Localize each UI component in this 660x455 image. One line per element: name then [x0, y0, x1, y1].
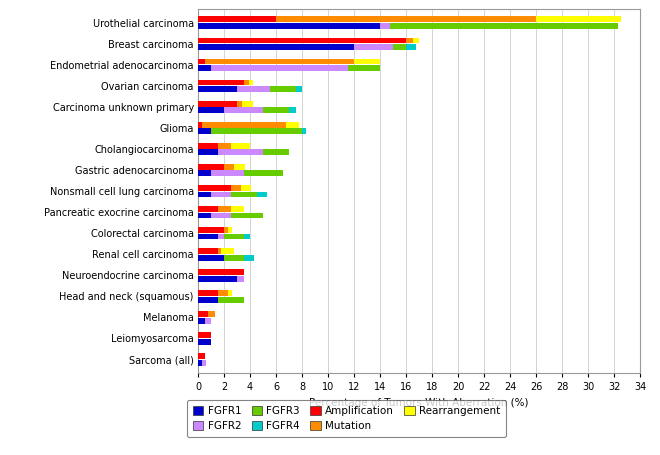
Bar — [202, 360, 206, 366]
Bar — [380, 23, 391, 29]
Bar — [391, 23, 618, 29]
Bar — [198, 297, 218, 303]
Bar — [198, 164, 224, 170]
Bar — [198, 233, 218, 239]
Bar — [211, 192, 230, 197]
Bar — [224, 107, 263, 113]
Bar — [198, 23, 380, 29]
Bar — [230, 212, 263, 218]
Bar — [354, 59, 380, 65]
Bar — [289, 107, 296, 113]
Bar — [205, 59, 354, 65]
Bar — [412, 37, 419, 43]
Bar — [198, 360, 202, 366]
Bar — [249, 80, 253, 86]
Bar — [198, 80, 244, 86]
Bar — [536, 16, 620, 22]
Bar — [218, 143, 230, 149]
Bar — [198, 44, 354, 50]
Bar — [198, 332, 211, 338]
Bar — [198, 37, 406, 43]
Bar — [242, 101, 253, 106]
Bar — [237, 86, 269, 92]
Bar — [234, 164, 245, 170]
Bar — [198, 255, 224, 261]
Bar — [224, 164, 234, 170]
Bar — [221, 248, 234, 254]
Bar — [209, 311, 215, 317]
Bar — [393, 44, 406, 50]
Bar — [224, 227, 228, 233]
Bar — [241, 185, 251, 191]
Bar — [228, 290, 232, 296]
Bar — [198, 16, 276, 22]
Bar — [198, 311, 209, 317]
Bar — [198, 107, 224, 113]
Bar — [230, 185, 241, 191]
Legend: FGFR1, FGFR2, FGFR3, FGFR4, Amplification, Mutation, Rearrangement: FGFR1, FGFR2, FGFR3, FGFR4, Amplificatio… — [187, 400, 506, 437]
Bar — [198, 353, 205, 359]
Bar — [296, 86, 302, 92]
Bar — [263, 149, 289, 155]
Bar — [198, 65, 211, 71]
Bar — [228, 227, 232, 233]
Bar — [198, 192, 211, 197]
Bar — [198, 121, 202, 127]
Bar — [211, 171, 244, 177]
Bar — [198, 248, 218, 254]
Bar — [202, 121, 286, 127]
Bar — [230, 143, 250, 149]
Bar — [218, 290, 228, 296]
Bar — [348, 65, 380, 71]
Bar — [198, 212, 211, 218]
Bar — [198, 339, 211, 345]
Bar — [198, 86, 237, 92]
Bar — [263, 107, 289, 113]
Bar — [218, 248, 221, 254]
Bar — [211, 128, 302, 134]
Bar — [406, 37, 412, 43]
Bar — [354, 44, 393, 50]
Bar — [211, 65, 348, 71]
Bar — [198, 171, 211, 177]
Bar — [406, 44, 416, 50]
Bar — [198, 128, 211, 134]
Bar — [230, 192, 257, 197]
Bar — [224, 233, 244, 239]
Bar — [198, 290, 218, 296]
Bar — [286, 121, 300, 127]
Bar — [198, 59, 205, 65]
Bar — [205, 318, 211, 324]
Bar — [211, 212, 230, 218]
Bar — [198, 185, 230, 191]
Bar — [218, 206, 230, 212]
Bar — [244, 80, 249, 86]
Bar — [237, 276, 244, 282]
Bar — [276, 16, 536, 22]
Bar — [218, 149, 263, 155]
Bar — [198, 276, 237, 282]
Bar — [244, 171, 282, 177]
Bar — [198, 227, 224, 233]
Bar — [224, 255, 244, 261]
Bar — [269, 86, 296, 92]
Bar — [218, 233, 224, 239]
Bar — [237, 101, 242, 106]
Bar — [198, 101, 237, 106]
Bar — [198, 149, 218, 155]
Bar — [230, 206, 244, 212]
Bar — [198, 143, 218, 149]
Bar — [198, 206, 218, 212]
Bar — [257, 192, 267, 197]
Bar — [198, 318, 205, 324]
X-axis label: Percentage of Tumors With Aberration (%): Percentage of Tumors With Aberration (%) — [310, 398, 529, 408]
Bar — [302, 128, 306, 134]
Bar — [198, 269, 244, 275]
Bar — [244, 233, 250, 239]
Bar — [244, 255, 254, 261]
Bar — [218, 297, 244, 303]
